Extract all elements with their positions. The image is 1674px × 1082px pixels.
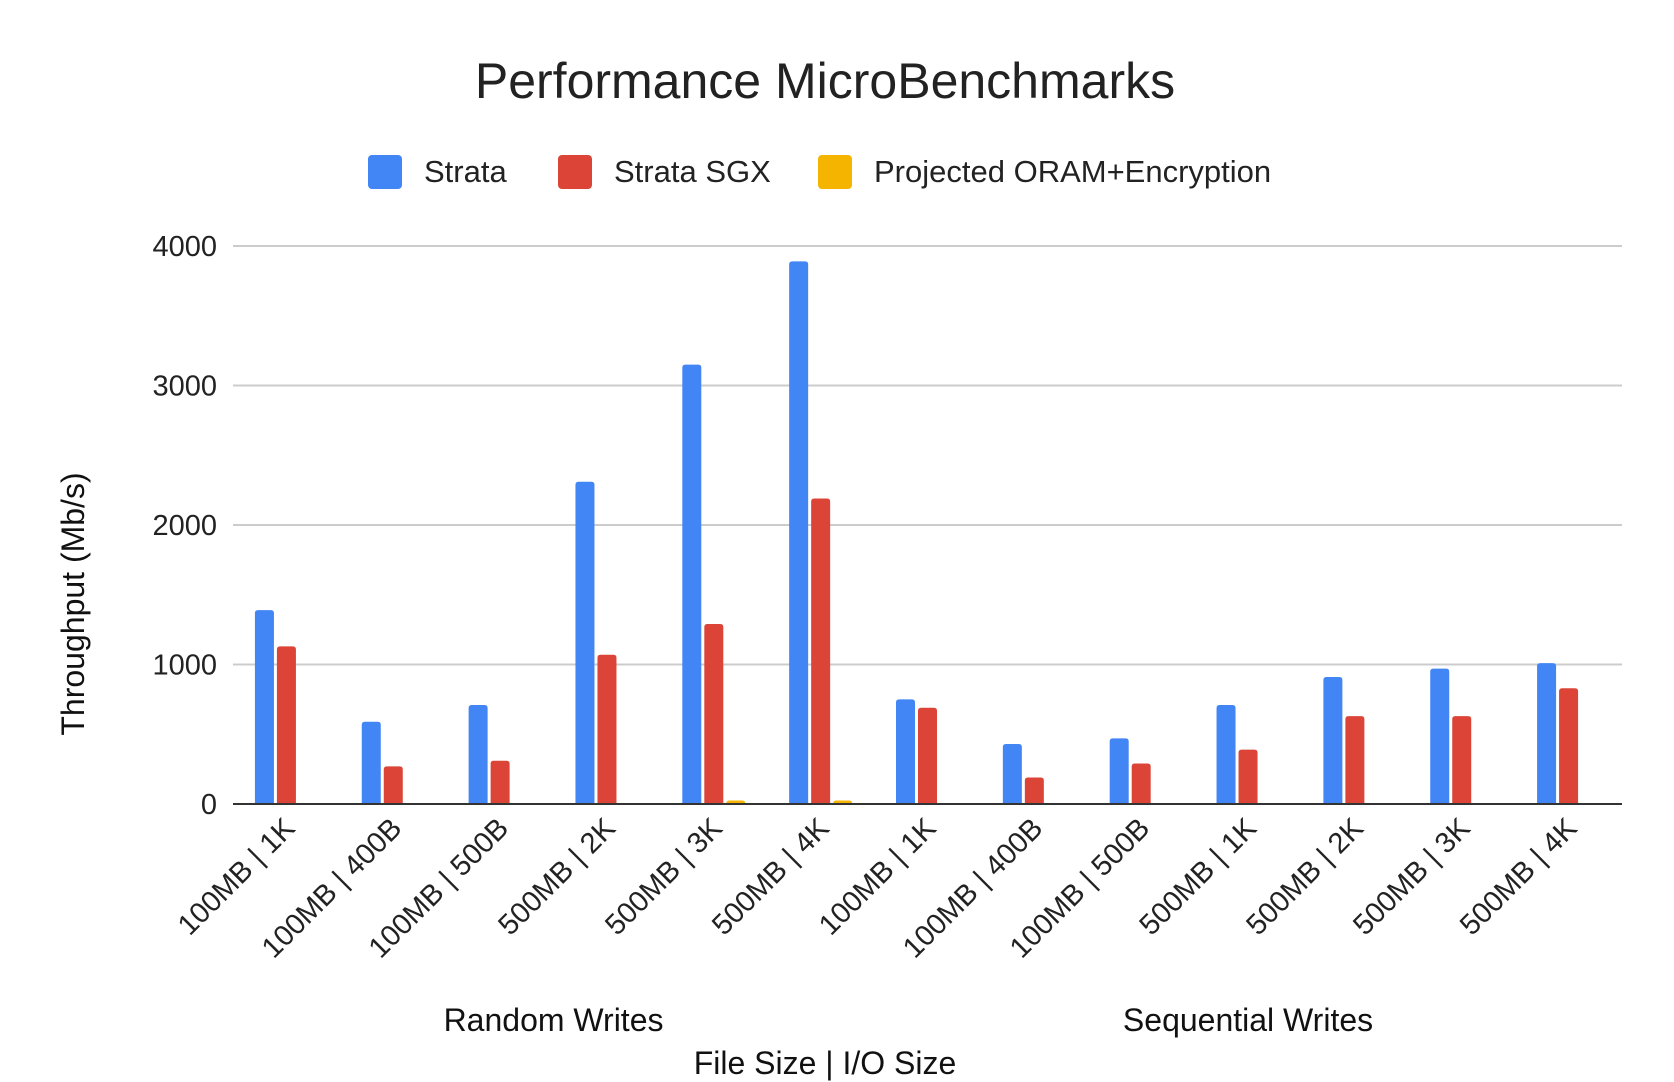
bar-strata-0 [254,610,274,804]
y-tick-label: 4000 [152,231,217,263]
legend-label-strata: Strata [424,154,507,189]
y-tick-label: 1000 [152,650,217,682]
bar-strata-sgx-12 [1559,688,1579,804]
bar-strata-12 [1537,663,1557,804]
bar-strata-sgx-6 [918,707,937,804]
bar-strata-11 [1430,668,1450,804]
x-group-label: Sequential Writes [1123,1002,1373,1038]
x-axis-title: File Size | I/O Size [694,1045,957,1081]
bar-strata-sgx-8 [1131,763,1151,804]
bar-strata-sgx-7 [1024,777,1044,804]
bar-strata-sgx-11 [1452,716,1472,804]
bar-strata-8 [1109,738,1129,804]
bar-strata-sgx-0 [276,646,296,804]
legend-label-strata-sgx: Strata SGX [614,154,771,189]
bar-strata-10 [1323,677,1343,804]
x-axis-groups: Random Writes Sequential Writes [444,1002,1374,1038]
y-axis-title: Throughput (Mb/s) [55,472,91,735]
bar-strata-sgx-2 [490,760,510,804]
bar-strata-6 [896,699,915,804]
y-tick-label: 0 [201,789,217,821]
bar-strata-sgx-10 [1345,716,1365,804]
bar-strata-5 [789,261,809,805]
y-tick-label: 3000 [152,371,217,403]
bar-strata-sgx-5 [811,498,831,804]
bar-strata-sgx-9 [1238,749,1258,804]
bar-strata-sgx-4 [704,624,724,804]
chart-title: Performance MicroBenchmarks [475,53,1175,109]
bar-strata-9 [1216,704,1236,804]
bars [254,261,1579,805]
y-axis-ticks: 0 1000 2000 3000 4000 [152,231,217,821]
x-group-label: Random Writes [444,1002,664,1038]
bar-strata-1 [361,721,381,804]
legend-swatch-projected-oram [818,155,852,189]
legend-label-projected-oram: Projected ORAM+Encryption [874,154,1271,189]
y-tick-label: 2000 [152,510,217,542]
bar-strata-4 [682,364,702,804]
bar-strata-7 [1002,744,1022,804]
legend: Strata Strata SGX Projected ORAM+Encrypt… [368,154,1271,189]
gridlines [233,245,1622,666]
legend-swatch-strata-sgx [558,155,592,189]
bar-strata-sgx-1 [383,766,403,804]
bar-strata-3 [575,481,595,804]
bar-strata-sgx-3 [597,654,617,804]
x-category-label: 500MB | 4K [1454,812,1584,942]
bar-strata-2 [468,704,488,804]
legend-swatch-strata [368,155,402,189]
